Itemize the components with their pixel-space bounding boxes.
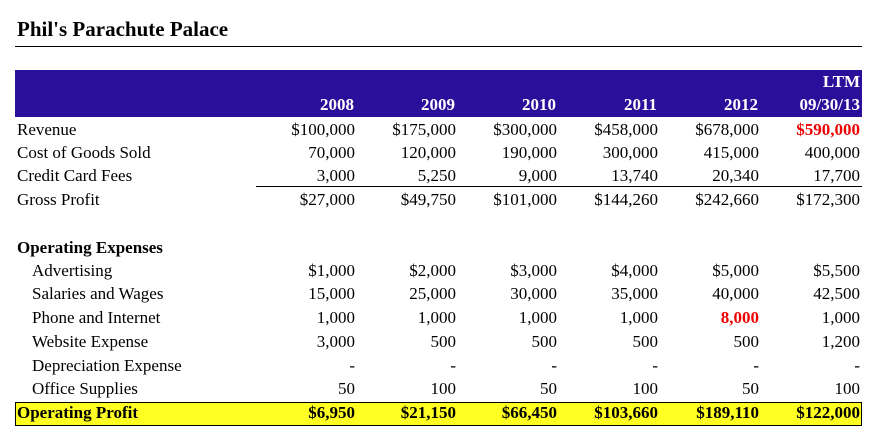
operating-profit-highlight	[15, 402, 862, 426]
column-header-2010: 2010	[522, 95, 556, 114]
table-cell: $242,660	[695, 190, 759, 209]
table-cell: -	[854, 356, 860, 375]
table-cell: 120,000	[400, 143, 456, 162]
table-cell: 1,000	[821, 308, 860, 327]
table-cell: 500	[632, 332, 659, 351]
table-cell: 500	[531, 332, 558, 351]
table-cell: -	[349, 356, 355, 375]
row-label-advertising: Advertising	[32, 261, 113, 280]
row-label-revenue: Revenue	[17, 120, 77, 139]
table-cell: $4,000	[611, 261, 658, 280]
table-cell-highlight: 8,000	[720, 308, 759, 327]
column-header-2009: 2009	[421, 95, 455, 114]
column-header-band	[15, 70, 862, 117]
table-cell: -	[753, 356, 759, 375]
table-cell: 15,000	[308, 284, 355, 303]
table-cell: 100	[834, 379, 861, 398]
table-cell: $49,750	[400, 190, 456, 209]
table-cell: 30,000	[510, 284, 557, 303]
table-cell: 500	[430, 332, 457, 351]
column-header-2011: 2011	[623, 95, 657, 114]
table-cell: 50	[742, 379, 759, 398]
row-label-website-expense: Website Expense	[32, 332, 149, 351]
column-header-ltm: LTM	[822, 72, 860, 91]
table-cell: 17,700	[813, 166, 860, 185]
table-cell: 1,000	[316, 308, 355, 327]
table-cell: $101,000	[493, 190, 557, 209]
table-cell: 5,250	[417, 166, 456, 185]
table-cell: $6,950	[308, 403, 355, 422]
row-label-depreciation: Depreciation Expense	[32, 356, 182, 375]
column-header-ltm-date: 09/30/13	[799, 95, 860, 114]
subtotal-divider	[256, 186, 862, 187]
table-cell: $172,300	[796, 190, 860, 209]
table-cell: -	[551, 356, 557, 375]
table-cell: $21,150	[400, 403, 456, 422]
table-cell: 70,000	[308, 143, 355, 162]
table-cell: 42,500	[813, 284, 860, 303]
table-cell: 1,000	[518, 308, 557, 327]
table-cell: 40,000	[712, 284, 759, 303]
table-cell: 20,340	[712, 166, 759, 185]
table-cell: $458,000	[594, 120, 658, 139]
section-heading-operating-expenses: Operating Expenses	[17, 238, 163, 257]
table-cell: $3,000	[510, 261, 557, 280]
row-label-operating-profit: Operating Profit	[17, 403, 139, 422]
table-cell: 1,200	[821, 332, 860, 351]
table-cell: 25,000	[409, 284, 456, 303]
table-cell: $100,000	[291, 120, 355, 139]
table-cell: $300,000	[493, 120, 557, 139]
table-cell: 100	[430, 379, 457, 398]
column-header-2008: 2008	[320, 95, 354, 114]
table-cell: 50	[338, 379, 355, 398]
row-label-salaries: Salaries and Wages	[32, 284, 164, 303]
table-cell: 190,000	[501, 143, 557, 162]
row-label-phone-internet: Phone and Internet	[32, 308, 161, 327]
table-cell: $144,260	[594, 190, 658, 209]
table-cell: $27,000	[299, 190, 355, 209]
table-cell: 9,000	[518, 166, 557, 185]
title-divider	[15, 46, 862, 47]
row-label-credit-card-fees: Credit Card Fees	[17, 166, 133, 185]
table-cell: 100	[632, 379, 659, 398]
table-cell: $122,000	[796, 403, 860, 422]
table-cell: 415,000	[703, 143, 759, 162]
row-label-cogs: Cost of Goods Sold	[17, 143, 151, 162]
table-cell: 3,000	[316, 332, 355, 351]
table-cell: $189,110	[696, 403, 759, 422]
table-cell: 35,000	[611, 284, 658, 303]
table-cell: -	[652, 356, 658, 375]
table-cell: -	[450, 356, 456, 375]
page-title: Phil's Parachute Palace	[17, 17, 229, 41]
table-cell: 50	[540, 379, 557, 398]
table-cell: $66,450	[501, 403, 557, 422]
table-cell: $103,660	[594, 403, 658, 422]
table-cell: 400,000	[804, 143, 860, 162]
table-cell: 3,000	[316, 166, 355, 185]
table-cell: 500	[733, 332, 760, 351]
table-cell: $1,000	[308, 261, 355, 280]
table-cell: 13,740	[611, 166, 658, 185]
row-label-gross-profit: Gross Profit	[17, 190, 100, 209]
table-cell: $2,000	[409, 261, 456, 280]
table-cell: $5,500	[813, 261, 860, 280]
table-cell: 1,000	[619, 308, 658, 327]
table-cell: $5,000	[712, 261, 759, 280]
table-cell: 300,000	[602, 143, 658, 162]
table-cell: 1,000	[417, 308, 456, 327]
table-cell-highlight: $590,000	[796, 120, 860, 139]
table-cell: $175,000	[392, 120, 456, 139]
row-label-office-supplies: Office Supplies	[32, 379, 138, 398]
table-cell: $678,000	[695, 120, 759, 139]
column-header-2012: 2012	[724, 95, 758, 114]
